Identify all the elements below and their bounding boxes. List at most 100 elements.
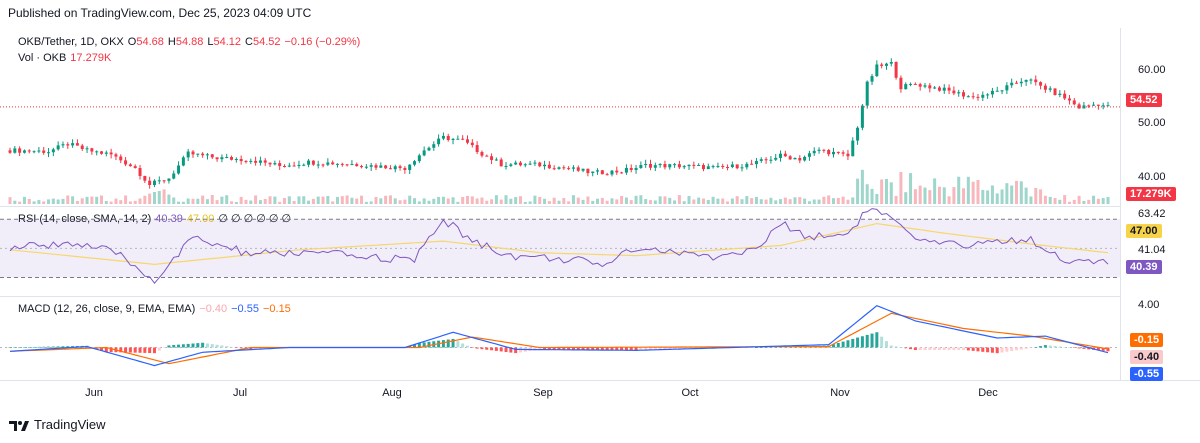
brand-footer[interactable]: TradingView [8, 417, 106, 432]
volume-bar [533, 195, 537, 204]
volume-bar [326, 195, 330, 204]
candle-body [205, 154, 209, 156]
macd-hist-bar [576, 347, 580, 351]
volume-bar [56, 199, 60, 204]
candle-body [576, 167, 580, 171]
candle-body [61, 144, 65, 146]
candle-body [865, 81, 869, 106]
volume-bar [909, 173, 913, 204]
candle-body [119, 156, 123, 161]
macd-hist-bar [456, 341, 460, 348]
candle-body [56, 145, 60, 150]
volume-bar [913, 189, 917, 204]
candle-body [788, 156, 792, 160]
pane-separator-macd[interactable] [0, 296, 1120, 297]
candle-body [350, 164, 354, 166]
macd-tick-4: 4.00 [1138, 299, 1160, 311]
macd-hist-bar [119, 347, 123, 353]
volume-bar [653, 200, 657, 204]
volume-bar [263, 198, 267, 204]
candle-body [1034, 79, 1038, 83]
volume-bar [576, 197, 580, 204]
candle-body [509, 164, 513, 166]
volume-bar [181, 201, 185, 204]
candle-body [360, 166, 364, 168]
low-label: L [207, 36, 214, 48]
volume-bar [32, 201, 36, 204]
candle-body [504, 165, 508, 167]
macd-hist-bar [1029, 347, 1033, 349]
volume-legend: Vol · OKB 17.279K [18, 52, 111, 64]
volume-bar [880, 179, 884, 204]
candle-body [774, 157, 778, 160]
macd-hist-bar [514, 347, 518, 354]
candle-body [417, 155, 421, 162]
macd-hist-bar [220, 345, 224, 348]
candle-body [51, 149, 55, 153]
candle-body [783, 153, 787, 157]
macd-hist-bar [167, 345, 171, 348]
candle-body [494, 159, 498, 161]
candle-body [562, 167, 566, 169]
volume-bar [538, 196, 542, 204]
volume-bar [335, 196, 339, 204]
symbol-name[interactable]: OKB/Tether, 1D, OKX [18, 36, 124, 48]
candle-body [437, 138, 441, 145]
macd-hist-bar [875, 332, 879, 348]
candle-body [687, 164, 691, 167]
volume-bar [360, 195, 364, 204]
volume-badge: 17.279K [1126, 187, 1176, 201]
volume-bar [571, 195, 575, 204]
candle-body [413, 161, 417, 165]
candle-body [104, 152, 108, 154]
macd-hist-value: −0.40 [199, 303, 228, 315]
volume-bar [981, 189, 985, 204]
macd-hist-bar [942, 347, 946, 350]
last-price-badge: 54.52 [1126, 93, 1162, 107]
candle-body [374, 165, 378, 168]
volume-bar [133, 200, 137, 204]
open-value: 54.68 [136, 36, 164, 48]
candle-body [620, 172, 624, 174]
macd-hist-bar [533, 347, 537, 351]
candle-body [730, 164, 734, 168]
volume-bar [75, 201, 79, 204]
volume-bar [817, 199, 821, 204]
macd-hist-bar [230, 346, 234, 348]
volume-bar [697, 197, 701, 204]
rsi-line [9, 208, 1109, 284]
candle-body [311, 160, 315, 165]
volume-bar [374, 197, 378, 204]
volume-bar [952, 187, 956, 204]
candle-body [870, 76, 874, 82]
volume-bar [962, 188, 966, 204]
volume-bar [528, 201, 532, 204]
macd-hist-bar [639, 347, 643, 351]
macd-hist-bar [865, 334, 869, 348]
macd-hist-bar [32, 346, 36, 348]
pane-separator-rsi[interactable] [0, 206, 1120, 207]
candle-body [721, 165, 725, 167]
macd-hist-bar [1101, 347, 1105, 351]
volume-bar [283, 198, 286, 204]
macd-hist-bar [1010, 347, 1014, 352]
candle-body [909, 83, 913, 85]
candle-body [1039, 82, 1043, 86]
candle-body [331, 162, 335, 165]
volume-bar [552, 197, 556, 204]
macd-hist-bar [509, 347, 513, 353]
candle-body [682, 166, 686, 168]
volume-bar [1043, 195, 1047, 204]
macd-hist-bar [1015, 347, 1018, 351]
macd-label[interactable]: MACD (12, 26, close, 9, EMA, EMA) [18, 303, 196, 315]
candle-body [735, 164, 739, 169]
macd-hist-bar [210, 344, 214, 348]
volume-bar [870, 188, 874, 204]
volume-bar [586, 196, 590, 204]
candle-body [172, 173, 176, 179]
macd-hist-bar [1063, 347, 1067, 348]
volume-bar [8, 197, 12, 204]
volume-label[interactable]: Vol · OKB [18, 52, 67, 64]
candle-body [499, 159, 503, 167]
